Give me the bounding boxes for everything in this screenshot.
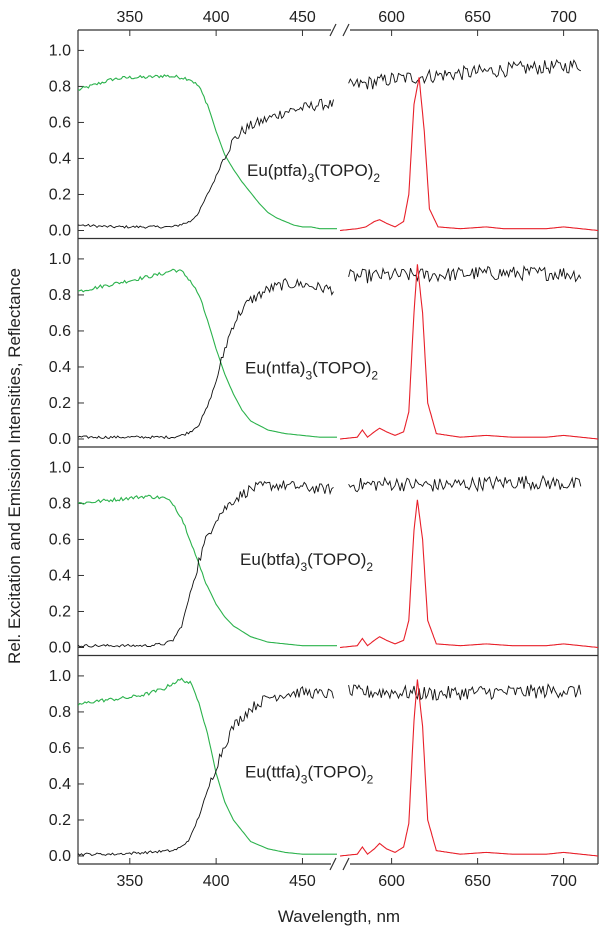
panel-label-base: Eu(ttfa) [245, 763, 301, 782]
emission-series [339, 499, 598, 649]
panel-label: Eu(ptfa)3(TOPO)2 [247, 161, 380, 185]
reflectance-series-left [78, 98, 334, 229]
y-tick-label: 0.4 [49, 150, 71, 167]
y-tick-label: 0.6 [49, 323, 71, 340]
x-tick-label-bottom: 650 [464, 873, 491, 890]
y-tick-label: 0.0 [49, 848, 71, 865]
excitation-series [78, 494, 337, 647]
panel-label-sub1: 3 [301, 773, 308, 787]
axis-break-mark [342, 23, 350, 37]
panel-label-sub2: 2 [373, 171, 380, 185]
panel-data [78, 264, 598, 440]
y-tick-label: 0.0 [49, 640, 71, 657]
x-tick-label-top: 450 [289, 9, 316, 26]
reflectance-series-left [78, 686, 334, 857]
y-tick-label: 0.0 [49, 223, 71, 240]
panel-label-sub1: 3 [307, 171, 314, 185]
y-tick-label: 1.0 [49, 251, 71, 268]
reflectance-series-right [348, 683, 582, 701]
panel-label: Eu(ntfa)3(TOPO)2 [245, 359, 378, 383]
y-tick-label: 0.4 [49, 567, 71, 584]
reflectance-series-left [78, 480, 334, 648]
x-tick-label-top: 400 [203, 9, 230, 26]
excitation-series [78, 268, 337, 438]
reflectance-series-right [348, 474, 582, 493]
y-tick-label: 0.8 [49, 704, 71, 721]
panel-data [78, 677, 598, 857]
y-tick-label: 0.2 [49, 186, 71, 203]
y-tick-label: 0.0 [49, 431, 71, 448]
panel-label-base: Eu(btfa) [240, 550, 300, 569]
y-tick-label: 1.0 [49, 459, 71, 476]
panel-label: Eu(ttfa)3(TOPO)2 [245, 763, 374, 787]
y-tick-label: 0.2 [49, 395, 71, 412]
panel-label-sub2: 2 [367, 773, 374, 787]
panel-data [78, 474, 598, 649]
panel-data [78, 58, 598, 232]
x-tick-label-bottom: 400 [203, 873, 230, 890]
y-tick-label: 1.0 [49, 42, 71, 59]
panel-label-mid: (TOPO) [307, 763, 366, 782]
panel-label-base: Eu(ptfa) [247, 161, 307, 180]
panel-4: 0.0 0.2 0.4 0.6 0.8 1.0 Eu(ttfa)3(TOPO)2 [49, 654, 598, 865]
axis-break-mark [342, 857, 350, 871]
y-tick-label: 0.8 [49, 287, 71, 304]
reflectance-series-right [348, 264, 582, 284]
panel-1: 0.0 0.2 0.4 0.6 0.8 1.0 Eu(ptfa)3(TOPO)2 [49, 42, 598, 240]
y-tick-label: 0.8 [49, 495, 71, 512]
y-tick-label: 0.6 [49, 531, 71, 548]
emission-series [339, 264, 598, 440]
panel-label: Eu(btfa)3(TOPO)2 [240, 550, 373, 574]
panel-label-sub1: 3 [305, 369, 312, 383]
panel-label-sub2: 2 [366, 560, 373, 574]
chart-panels: 0.00.20.40.60.81.0Eu(ptfa)3(TOPO)20.00.2… [49, 42, 598, 865]
y-tick-label: 0.4 [49, 776, 71, 793]
reflectance-series-left [78, 277, 334, 440]
panel-label-base: Eu(ntfa) [245, 359, 305, 378]
panel-label-mid: (TOPO) [312, 359, 371, 378]
panel-label-mid: (TOPO) [314, 161, 373, 180]
y-tick-label: 0.2 [49, 812, 71, 829]
y-tick-label: 0.6 [49, 740, 71, 757]
x-tick-label-bottom: 350 [116, 873, 143, 890]
panel-label-sub2: 2 [371, 369, 378, 383]
x-tick-label-top: 350 [116, 9, 143, 26]
axis-break-mark [329, 23, 337, 37]
reflectance-series-right [348, 58, 581, 90]
x-axis-label: Wavelength, nm [278, 907, 400, 926]
y-tick-label: 0.2 [49, 603, 71, 620]
y-tick-label: 0.4 [49, 359, 71, 376]
panel-2: 0.0 0.2 0.4 0.6 0.8 1.0 Eu(ntfa)3(TOPO)2 [49, 237, 598, 448]
panel-3: 0.0 0.2 0.4 0.6 0.8 1.0 Eu(btfa)3(TOPO)2 [49, 446, 598, 657]
panel-label-sub1: 3 [300, 560, 307, 574]
y-tick-label: 0.6 [49, 114, 71, 131]
excitation-series [78, 677, 337, 855]
excitation-series [78, 74, 337, 230]
x-tick-label-top: 700 [550, 9, 577, 26]
x-tick-label-bottom: 600 [378, 873, 405, 890]
y-tick-label: 1.0 [49, 668, 71, 685]
emission-series [339, 77, 598, 232]
emission-series [339, 679, 598, 857]
y-tick-label: 0.8 [49, 78, 71, 95]
y-axis-label: Rel. Excitation and Emission Intensities… [5, 268, 24, 664]
x-tick-label-top: 600 [378, 9, 405, 26]
axis-ticks: 350 350 400 400 450 450 600 600 650 650 700 700 [116, 9, 577, 890]
axis-break-mark [329, 857, 337, 871]
x-tick-label-bottom: 450 [289, 873, 316, 890]
x-tick-label-bottom: 700 [550, 873, 577, 890]
x-tick-label-top: 650 [464, 9, 491, 26]
panel-label-mid: (TOPO) [307, 550, 366, 569]
